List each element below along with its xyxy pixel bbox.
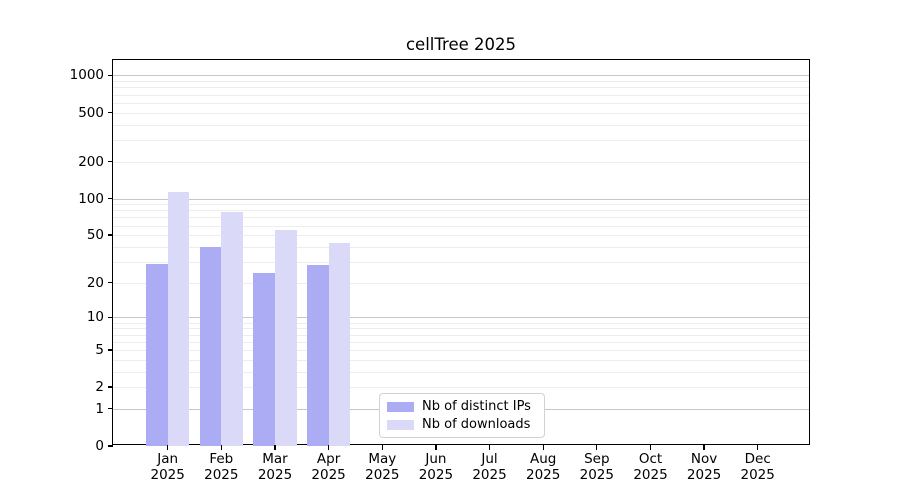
bar-nb-of-distinct-ips-mar (253, 273, 275, 446)
y-tick-mark (108, 197, 113, 200)
gridline-major (113, 75, 809, 77)
gridline-minor (113, 235, 809, 237)
gridline-minor (113, 87, 809, 89)
bar-nb-of-downloads-apr (328, 243, 351, 446)
gridline-minor (113, 322, 809, 324)
x-tick-mark (327, 444, 330, 450)
gridline-minor (113, 94, 809, 96)
legend-swatch-distinct-ips (387, 401, 414, 412)
x-tick-mark (220, 444, 222, 450)
gridline-minor (113, 217, 809, 219)
gridline-minor (113, 328, 809, 330)
bar-nb-of-distinct-ips-feb (199, 246, 222, 446)
x-tick-mark (542, 444, 544, 450)
x-tick-label-jan: Jan 2025 (150, 451, 185, 483)
y-tick-mark (108, 316, 113, 319)
x-tick-mark (435, 444, 437, 450)
y-tick-label: 2 (95, 379, 104, 396)
x-tick-label-apr: Apr 2025 (311, 451, 346, 483)
y-tick-mark (108, 234, 113, 236)
plot-area: 0 1 2 5 10 20 50 100 200 500 1000 Jan 2025 Feb 2025 Mar… (70, 59, 810, 482)
chart-title: cellTree 2025 (405, 35, 516, 54)
x-tick-mark (381, 444, 383, 450)
y-tick-mark (108, 445, 113, 447)
y-tick-label: 100 (78, 190, 104, 207)
legend-label-distinct-ips: Nb of distinct IPs (422, 399, 531, 414)
legend-item-distinct-ips: Nb of distinct IPs (380, 399, 544, 414)
x-tick-label-oct: Oct 2025 (633, 451, 668, 483)
y-tick-label: 20 (86, 274, 104, 291)
y-tick-mark (108, 282, 113, 284)
gridline-minor (113, 334, 809, 336)
x-tick-label-jun: Jun 2025 (418, 451, 454, 483)
x-tick-mark (596, 444, 598, 450)
y-tick-mark (108, 111, 113, 114)
x-tick-mark (488, 444, 491, 450)
legend-item-downloads: Nb of downloads (380, 417, 544, 432)
x-tick-mark (757, 444, 759, 450)
y-tick-mark (108, 349, 113, 351)
y-tick-label: 500 (78, 104, 104, 121)
x-tick-label-aug: Aug 2025 (526, 451, 561, 483)
y-tick-label: 0 (95, 438, 104, 454)
x-tick-mark (703, 444, 705, 450)
x-tick-mark (167, 444, 169, 450)
y-tick-mark (108, 74, 113, 77)
x-tick-label-mar: Mar 2025 (257, 451, 293, 483)
bar-nb-of-downloads-mar (275, 230, 297, 446)
gridline-minor (113, 371, 809, 373)
legend-label-downloads: Nb of downloads (422, 417, 531, 432)
x-tick-label-dec: Dec 2025 (740, 451, 775, 483)
x-tick-label-nov: Nov 2025 (686, 451, 722, 483)
gridline-minor (113, 359, 809, 361)
gridline-minor (113, 81, 809, 83)
gridline-minor (113, 246, 809, 248)
gridline-major (113, 198, 809, 200)
gridline-minor (113, 341, 809, 343)
y-tick-mark (108, 160, 113, 163)
y-tick-label: 1 (95, 400, 104, 417)
gridline-minor (113, 225, 809, 227)
bar-nb-of-distinct-ips-jan (146, 263, 168, 446)
gridline-minor (113, 210, 809, 212)
bar-nb-of-downloads-feb (221, 211, 243, 446)
gridline-major (113, 317, 809, 319)
gridline-minor (113, 282, 809, 284)
bar-nb-of-distinct-ips-apr (307, 265, 329, 446)
x-tick-mark (274, 444, 276, 450)
gridline-minor (113, 387, 809, 389)
x-tick-mark (649, 444, 652, 450)
gridline-minor (113, 112, 809, 114)
x-tick-label-feb: Feb 2025 (204, 451, 239, 483)
y-tick-label: 10 (86, 309, 104, 326)
gridline-minor (113, 261, 809, 263)
legend: Nb of distinct IPs Nb of downloads (379, 393, 545, 438)
gridline-minor (113, 161, 809, 163)
x-tick-label-sep: Sep 2025 (579, 451, 614, 483)
gridline-minor (113, 139, 809, 141)
y-tick-label: 5 (95, 341, 104, 358)
y-tick-mark (108, 386, 113, 388)
y-tick-label: 1000 (69, 67, 104, 84)
x-tick-label-jul: Jul 2025 (472, 451, 507, 483)
y-tick-label: 200 (78, 153, 104, 170)
y-tick-label: 50 (86, 227, 104, 244)
bar-nb-of-downloads-jan (167, 191, 190, 446)
gridline-minor (113, 204, 809, 206)
x-tick-label-may: May 2025 (365, 451, 400, 483)
legend-swatch-downloads (387, 419, 414, 430)
gridline-minor (113, 124, 809, 126)
gridline-minor (113, 349, 809, 351)
y-tick-mark (108, 408, 113, 410)
gridline-minor (113, 102, 809, 104)
